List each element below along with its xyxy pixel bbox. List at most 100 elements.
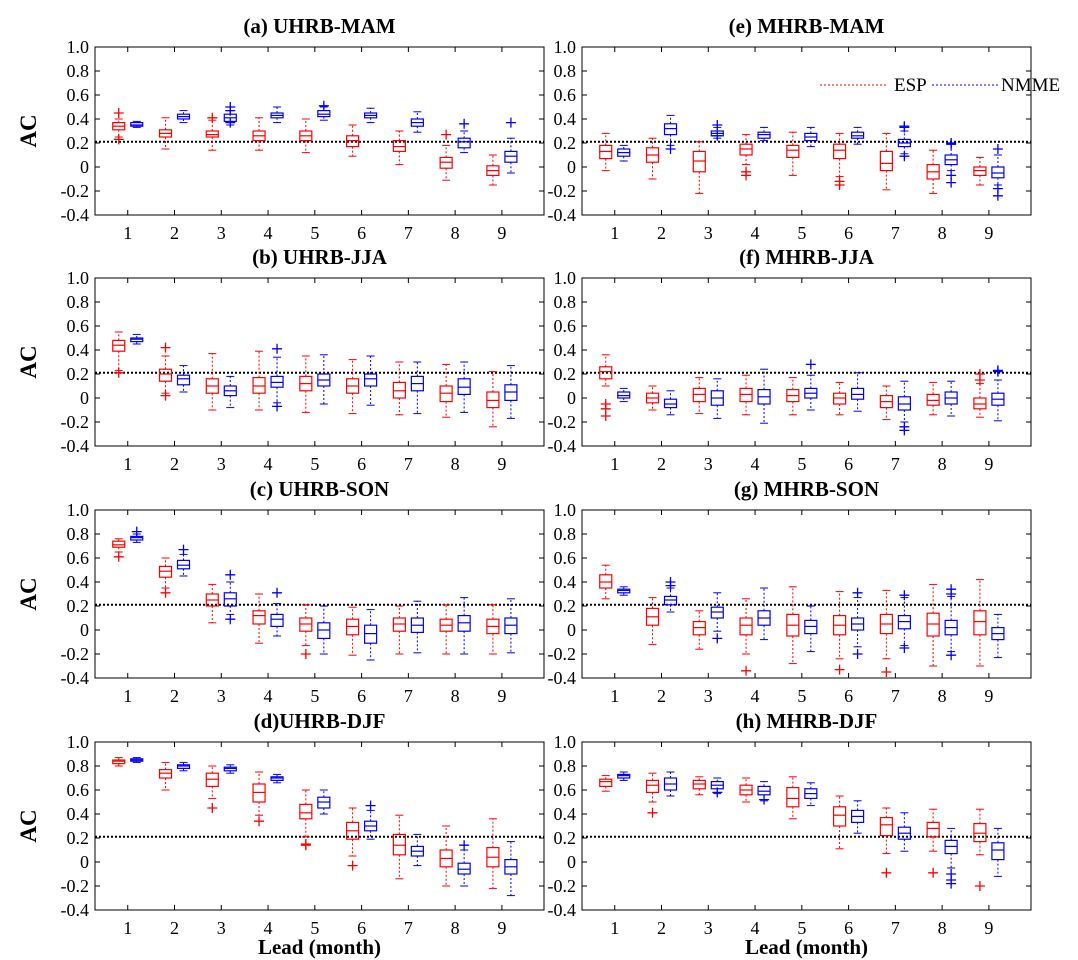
x-tick-label: 9 [984,223,993,243]
y-tick-label: 0.6 [67,316,90,336]
nmme-box [457,137,471,149]
y-tick-label: 1.0 [67,268,90,288]
nmme-box-lead-6 [363,355,378,406]
y-tick-label: 0 [567,620,576,640]
panel-title: (b) UHRB-JJA [252,245,388,269]
esp-box-lead-9 [486,604,500,655]
x-tick-label: 2 [657,223,666,243]
nmme-box-lead-3 [223,569,237,625]
y-tick-label: 0 [80,620,89,640]
x-tick-label: 8 [451,686,460,706]
x-tick-label: 6 [357,454,366,474]
esp-box-lead-8 [439,825,453,887]
x-tick-label: 8 [451,454,460,474]
esp-box-lead-4 [252,350,266,411]
esp-box-lead-3 [692,141,706,194]
x-tick-label: 6 [844,454,853,474]
esp-box-lead-7 [392,130,406,166]
esp-box [926,821,940,838]
nmme-box-lead-6 [850,587,865,659]
nmme-box-lead-8 [457,597,471,655]
nmme-box-lead-1 [617,586,631,596]
y-tick-label: -0.2 [548,181,577,201]
y-tick-label: -0.2 [548,876,577,896]
y-tick-label: -0.2 [61,181,90,201]
nmme-box-lead-1 [130,120,144,128]
x-tick-label: 4 [264,454,273,474]
nmme-box-lead-7 [897,380,911,436]
esp-box-lead-3 [205,112,219,151]
y-axis-label: AC [16,345,41,378]
esp-outlier [834,180,845,190]
esp-box-lead-8 [926,583,940,667]
y-tick-label: 0.4 [554,340,577,360]
nmme-outlier [272,587,283,598]
y-tick-label: 1.0 [554,268,577,288]
y-tick-label: 0.6 [554,780,577,800]
y-tick-label: -0.4 [548,436,577,456]
esp-box-lead-1 [599,132,613,172]
esp-box [879,150,893,172]
esp-outlier [113,134,124,145]
nmme-outlier [852,587,863,598]
y-tick-label: 0.2 [67,596,90,616]
nmme-outlier [992,366,1003,377]
nmme-outlier [712,130,723,141]
x-tick-label: 4 [751,686,760,706]
nmme-outlier [712,633,723,644]
x-tick-label: 5 [310,918,319,938]
esp-box-lead-4 [739,777,753,803]
x-tick-label: 7 [404,686,413,706]
y-tick-label: 0.2 [554,133,577,153]
panel-7: (g) MHRB-SON 1.0 0.8 0.6 0.4 0.2 0 -0.2 -0.4 1 2 3 4… [548,477,1032,706]
nmme-box-lead-9 [991,613,1005,659]
y-tick-label: 0.8 [67,524,90,544]
x-tick-label: 3 [217,918,226,938]
esp-box-lead-9 [486,818,500,889]
nmme-box-lead-9 [991,827,1005,877]
esp-box-lead-6 [832,591,847,675]
x-tick-label: 1 [610,454,619,474]
nmme-box-lead-5 [804,605,818,653]
y-axis-label: AC [16,114,41,147]
esp-outlier [254,816,265,827]
nmme-box-lead-5 [804,126,818,148]
nmme-box-lead-6 [363,800,378,840]
nmme-outlier [365,800,376,811]
nmme-box-lead-3 [710,592,724,644]
nmme-box-lead-2 [176,761,191,772]
esp-box [692,779,706,790]
nmme-box-lead-9 [504,365,518,419]
esp-box-lead-4 [252,771,266,827]
esp-box-lead-3 [205,765,219,813]
nmme-outlier [992,144,1003,154]
x-tick-label: 6 [844,223,853,243]
x-tick-label: 5 [310,686,319,706]
y-tick-label: 0 [567,388,576,408]
nmme-box [663,595,678,606]
esp-box [158,565,173,578]
esp-outlier [928,867,939,878]
panel-3: (c) UHRB-SON 1.0 0.8 0.6 0.4 0.2 0 -0.2 -0.4 1 2 3 4… [16,477,545,706]
esp-box-lead-9 [486,371,500,428]
esp-box-lead-9 [973,156,987,186]
x-tick-label: 1 [123,686,132,706]
nmme-box [617,773,631,779]
x-tick-label: 9 [497,918,506,938]
x-tick-label: 7 [891,223,900,243]
nmme-box-lead-9 [991,365,1005,422]
y-tick-label: -0.2 [61,644,90,664]
nmme-outlier [459,840,470,851]
nmme-box [991,842,1005,861]
nmme-box-lead-8 [457,840,471,887]
nmme-box-lead-9 [504,841,518,897]
x-tick-label: 1 [610,686,619,706]
y-tick-label: -0.4 [61,205,90,225]
y-tick-label: -0.2 [61,876,90,896]
esp-box-lead-6 [832,381,847,416]
nmme-outlier [131,526,142,537]
nmme-box-lead-3 [223,375,237,409]
esp-box [599,574,613,589]
nmme-outlier [225,105,236,116]
nmme-box-lead-5 [317,789,331,815]
